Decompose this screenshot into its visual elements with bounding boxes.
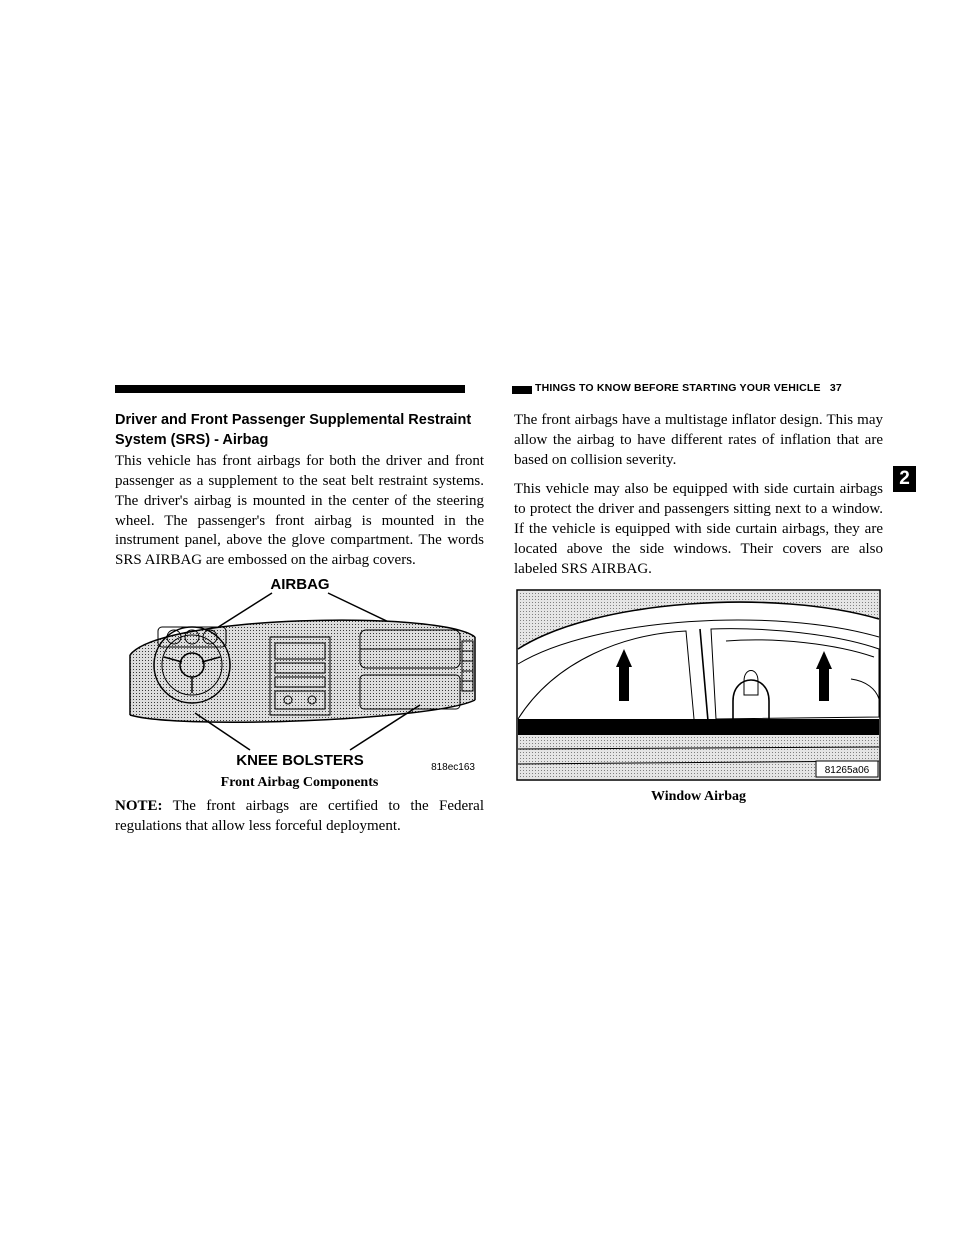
section-tab: 2 (893, 466, 916, 492)
knee-bolsters-label: KNEE BOLSTERS (236, 752, 364, 769)
arrow-up-icon (616, 649, 632, 701)
figure2-caption: Window Airbag (514, 789, 883, 805)
figure2-code: 81265a06 (825, 765, 870, 776)
note-label: NOTE: (115, 798, 163, 814)
left-column: Driver and Front Passenger Supplemental … (115, 411, 484, 841)
running-header: THINGS TO KNOW BEFORE STARTING YOUR VEHI… (535, 382, 842, 394)
figure-front-airbag: .lbl { font-family: Arial, sans-serif; f… (115, 575, 484, 791)
right-column: The front airbags have a multistage infl… (514, 411, 883, 841)
section-heading: Driver and Front Passenger Supplemental … (115, 411, 484, 450)
airbag-label: AIRBAG (270, 576, 329, 593)
body-paragraph: This vehicle has front airbags for both … (115, 452, 484, 571)
note-paragraph: NOTE: The front airbags are certified to… (115, 797, 484, 837)
header-title: THINGS TO KNOW BEFORE STARTING YOUR VEHI… (535, 382, 821, 394)
note-text: The front airbags are certified to the F… (115, 798, 484, 834)
body-paragraph: This vehicle may also be equipped with s… (514, 480, 883, 579)
front-airbag-svg: .lbl { font-family: Arial, sans-serif; f… (120, 575, 480, 775)
figure1-code: 818ec163 (431, 762, 475, 773)
header-rule-left (115, 385, 465, 393)
figure-window-airbag: .thin2 { stroke:#000; stroke-width:1; fi… (514, 589, 883, 805)
body-paragraph: The front airbags have a multistage infl… (514, 411, 883, 470)
page-number: 37 (830, 382, 842, 394)
arrow-up-icon (816, 651, 832, 701)
window-airbag-svg: .thin2 { stroke:#000; stroke-width:1; fi… (516, 589, 881, 789)
header-rule-right (512, 386, 532, 394)
figure1-caption: Front Airbag Components (115, 775, 484, 791)
columns: Driver and Front Passenger Supplemental … (115, 411, 883, 841)
